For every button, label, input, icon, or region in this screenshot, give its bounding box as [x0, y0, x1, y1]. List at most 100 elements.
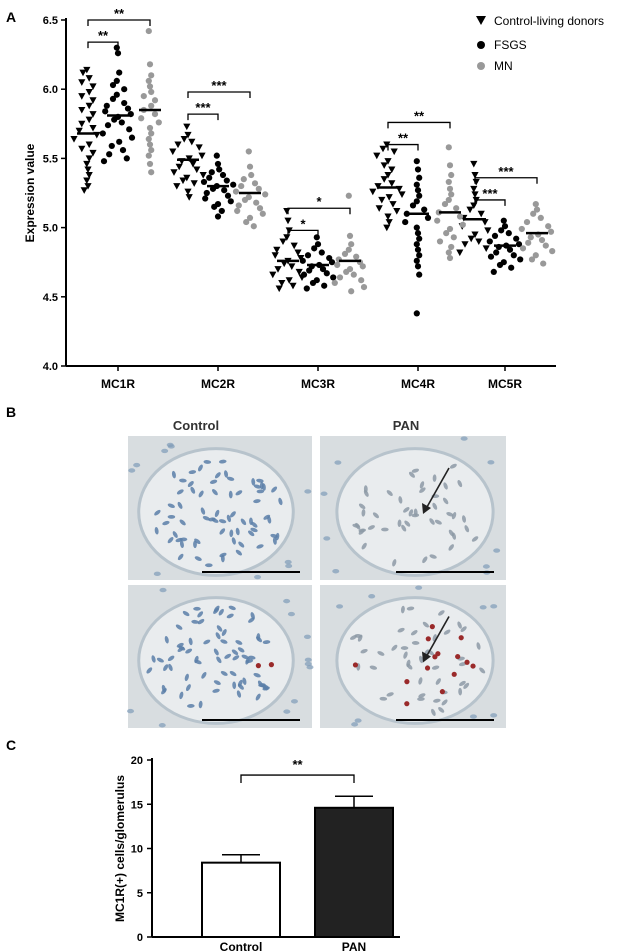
- glomerular-nucleus: [248, 617, 255, 623]
- tubule-nucleus: [166, 442, 174, 448]
- data-point-fsgs: [414, 187, 422, 194]
- data-point-triangle-control: [295, 268, 303, 276]
- significance-bracket: [187, 91, 251, 98]
- glomerular-nucleus: [459, 680, 466, 687]
- glomerular-nucleus: [377, 651, 385, 656]
- panel-a-scatter-chart: 4.0 4.5 5.0 5.5 6.0 6.5 Expression value MC1R MC…: [23, 6, 556, 391]
- data-point-fsgs: [99, 130, 106, 137]
- glomerular-nucleus: [363, 489, 369, 497]
- glomerular-nucleus: [187, 481, 194, 488]
- arrow-line: [426, 616, 450, 656]
- glomerular-nucleus: [253, 672, 261, 678]
- glomerular-nucleus: [218, 608, 224, 616]
- y-tick-label: 5.0: [43, 223, 58, 235]
- mc1r-positive-cell: [424, 665, 431, 671]
- data-point-fsgs: [208, 169, 215, 176]
- data-point-mn: [523, 218, 531, 226]
- data-point-triangle-control: [384, 213, 392, 221]
- data-point-fsgs: [211, 203, 218, 210]
- glomerular-nucleus: [411, 468, 420, 473]
- glomerular-nucleus: [397, 627, 405, 633]
- data-point-mn: [140, 93, 147, 100]
- data-point-fsgs: [123, 155, 130, 162]
- data-point-mn: [359, 263, 366, 270]
- significance-label: ***: [211, 78, 227, 93]
- tubule-nucleus: [490, 604, 498, 609]
- glomerular-nucleus: [220, 639, 228, 644]
- data-point-mn: [436, 238, 444, 245]
- glomerular-nucleus: [432, 474, 437, 482]
- glomerular-nucleus: [184, 673, 189, 682]
- data-point-fsgs: [304, 252, 312, 259]
- significance-bracket: [474, 177, 538, 184]
- data-point-fsgs: [113, 44, 120, 51]
- data-point-triangle-control: [475, 238, 483, 246]
- data-point-triangle-control: [169, 148, 177, 156]
- data-point-triangle-control: [173, 183, 181, 190]
- glomerular-nucleus: [241, 654, 249, 660]
- data-point-fsgs: [413, 241, 420, 248]
- glomerular-nucleus: [404, 520, 411, 527]
- glomerular-nucleus: [197, 618, 205, 625]
- data-point-mn: [448, 171, 455, 179]
- data-point-mn: [259, 210, 266, 217]
- data-point-mn: [345, 192, 352, 199]
- data-point-triangle-control: [78, 79, 86, 86]
- data-point-fsgs: [200, 178, 208, 186]
- data-point-triangle-control: [75, 127, 83, 135]
- glomerular-nucleus: [262, 686, 270, 691]
- glomerular-nucleus: [185, 684, 191, 692]
- glomerular-nucleus: [355, 522, 361, 530]
- significance-label: ***: [498, 164, 514, 179]
- data-point-fsgs: [416, 235, 423, 242]
- data-point-mn: [240, 176, 247, 183]
- tubule-nucleus: [368, 594, 376, 599]
- data-point-mn: [151, 97, 159, 104]
- glomerular-nucleus: [187, 704, 195, 708]
- data-point-fsgs: [116, 138, 123, 145]
- mc1r-positive-cell: [458, 635, 464, 641]
- data-point-mn: [441, 200, 449, 208]
- tubule-nucleus: [303, 634, 311, 639]
- glomerular-nucleus: [471, 536, 479, 542]
- legend-label-control: Control-living donors: [494, 14, 604, 28]
- data-point-triangle-control: [84, 166, 92, 174]
- data-point-triangle-control: [289, 282, 297, 290]
- data-point-mn: [360, 284, 368, 291]
- data-point-triangle-control: [279, 238, 287, 246]
- data-point-fsgs: [501, 223, 509, 230]
- glomerular-nucleus: [240, 518, 247, 526]
- data-point-triangle-control: [280, 260, 288, 268]
- tubule-nucleus: [284, 559, 292, 565]
- data-point-mn: [519, 245, 527, 252]
- glomerular-nucleus: [191, 619, 199, 624]
- data-point-fsgs: [224, 192, 232, 199]
- data-point-mn: [445, 196, 452, 204]
- glomerular-nucleus: [238, 541, 245, 548]
- tubule-nucleus: [285, 563, 293, 569]
- data-point-fsgs: [102, 108, 109, 115]
- glomerular-nucleus: [213, 605, 220, 612]
- significance-bracket: [87, 19, 151, 26]
- data-point-fsgs: [108, 142, 115, 150]
- glomerular-nucleus: [448, 544, 454, 551]
- data-point-triangle-control: [85, 116, 93, 124]
- data-point-fsgs: [416, 252, 423, 259]
- glomerular-nucleus: [369, 665, 378, 670]
- data-point-mn: [435, 209, 442, 216]
- glomerular-nucleus: [179, 537, 188, 542]
- data-point-fsgs: [498, 227, 505, 234]
- data-point-mn: [547, 228, 555, 235]
- y-tick-label: 4.5: [43, 292, 58, 304]
- data-point-triangle-control: [78, 120, 86, 128]
- tubule-nucleus: [320, 491, 328, 496]
- data-point-mn: [246, 163, 254, 170]
- glomerular-nucleus: [194, 556, 202, 561]
- panel-a-letter: A: [6, 9, 16, 25]
- data-point-fsgs: [403, 210, 410, 217]
- data-point-fsgs: [213, 152, 220, 159]
- glomerular-nucleus: [226, 514, 231, 523]
- data-point-triangle-control: [471, 191, 479, 198]
- mc1r-positive-cell: [404, 701, 410, 707]
- glomerular-nucleus: [167, 537, 174, 544]
